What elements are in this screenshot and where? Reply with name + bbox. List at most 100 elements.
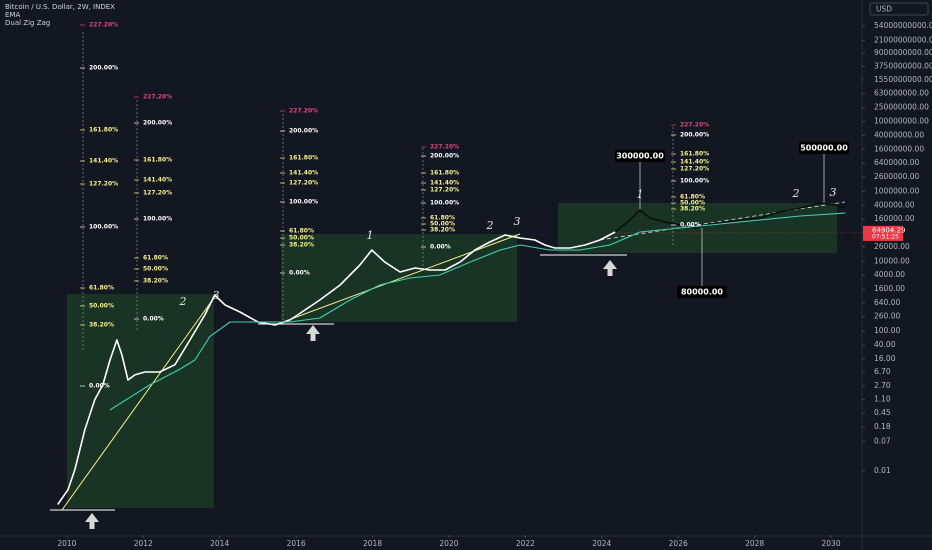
- plot: [57, 202, 846, 505]
- y-tick-label: 640.00: [874, 298, 900, 307]
- fib-label: 50.00%: [289, 235, 314, 242]
- y-tick-label: 16000000.00: [874, 144, 924, 153]
- fib-label: 141.40%: [289, 170, 318, 177]
- callout-box: [799, 142, 849, 154]
- y-tick-label: 16.00: [874, 354, 896, 363]
- callout-box: [615, 150, 665, 162]
- legend-title: Bitcoin / U.S. Dollar, 2W, INDEX: [5, 3, 115, 11]
- y-tick-label: 400000.00: [874, 200, 915, 209]
- y-tick-label: 2.70: [874, 381, 891, 390]
- series-line: [614, 202, 846, 233]
- series-line: [109, 212, 846, 411]
- fib-label: 227.20%: [680, 122, 709, 129]
- fib-label: 38.20%: [430, 227, 455, 234]
- y-tick-label: 3750000000.00: [874, 62, 932, 71]
- x-tick-label: 2020: [439, 539, 458, 548]
- fib-label: 50.00%: [89, 303, 114, 310]
- fib-label: 61.80%: [89, 285, 114, 292]
- fib-label: 0.00%: [680, 222, 701, 229]
- x-tick-label: 2026: [669, 539, 688, 548]
- callout-label: 80000.00: [681, 288, 723, 297]
- fib-label: 38.20%: [680, 206, 705, 213]
- fib-label: 141.40%: [143, 177, 172, 184]
- fib-label: 227.20%: [89, 22, 118, 29]
- trendline: [61, 294, 217, 511]
- fib-label: 100.00%: [289, 199, 318, 206]
- fib-label: 100.00%: [89, 224, 118, 231]
- y-tick-label: 2600000.00: [874, 172, 920, 181]
- y-tick-label: 9000000000.00: [874, 48, 932, 57]
- fib-label: 141.40%: [680, 159, 709, 166]
- y-tick-label: 6400000.00: [874, 158, 920, 167]
- y-tick-label: 100.00: [874, 326, 900, 335]
- fib-label: 200.00%: [143, 120, 172, 127]
- fib-label: 141.40%: [89, 158, 118, 165]
- up-arrow: [306, 325, 320, 341]
- fib-label: 61.80%: [143, 255, 168, 262]
- fib-label: 200.00%: [289, 128, 318, 135]
- fib-label: 200.00%: [89, 65, 118, 72]
- y-tick-label: 40000000.00: [874, 130, 924, 139]
- wave-label: 1: [637, 188, 644, 201]
- fib-label: 161.80%: [289, 155, 318, 162]
- x-tick-label: 2030: [822, 539, 841, 548]
- y-tick-label: 1000000.00: [874, 186, 920, 195]
- countdown: 07:51:25: [872, 233, 899, 240]
- up-arrow: [603, 260, 617, 276]
- y-tick-label: 630000000.00: [874, 89, 929, 98]
- y-tick-label: 6.70: [874, 367, 891, 376]
- fib-label: 200.00%: [430, 153, 459, 160]
- y-tick-label: 1550000000.00: [874, 75, 932, 84]
- fib-label: 61.80%: [680, 194, 705, 201]
- wave-label: 2: [179, 295, 187, 308]
- currency-box[interactable]: [869, 2, 929, 16]
- fib-label: 50.00%: [430, 221, 455, 228]
- y-tick-label: 40.00: [874, 340, 896, 349]
- fib-label: 0.00%: [430, 244, 451, 251]
- fib-label: 100.00%: [143, 216, 172, 223]
- y-tick-label: 160000.00: [874, 214, 915, 223]
- y-tick-label: 100000000.00: [874, 117, 929, 126]
- fib-label: 127.20%: [143, 190, 172, 197]
- fib-label: 200.00%: [680, 132, 709, 139]
- last-price-box: [863, 225, 903, 241]
- fib-label: 38.20%: [289, 242, 314, 249]
- wave-label: 2: [792, 187, 800, 200]
- wave-label: 3: [514, 215, 521, 228]
- wave-label: 3: [213, 289, 220, 302]
- y-tick-label: 0.01: [874, 466, 891, 475]
- x-tick-label: 2010: [57, 539, 76, 548]
- fib-label: 161.80%: [430, 170, 459, 177]
- fib-label: 127.20%: [430, 187, 459, 194]
- fib-label: 0.00%: [289, 270, 310, 277]
- x-tick-label: 2028: [745, 539, 764, 548]
- wave-label: 3: [830, 186, 837, 199]
- x-tick-label: 2016: [287, 539, 306, 548]
- wave-label: 1: [367, 229, 374, 242]
- y-tick-label: 0.07: [874, 436, 891, 445]
- last-price-label: 64904.29: [872, 226, 905, 234]
- fib-label: 141.40%: [430, 180, 459, 187]
- fib-label: 127.20%: [680, 166, 709, 173]
- y-tick-label: 21000000000.00: [874, 35, 932, 44]
- y-tick-label: 26000.00: [874, 242, 910, 251]
- currency: USD: [876, 5, 892, 14]
- x-tick-label: 2014: [210, 539, 229, 548]
- fib-label: 0.00%: [143, 316, 164, 323]
- projection-dashed: [599, 201, 846, 241]
- fib-label: 50.00%: [680, 200, 705, 207]
- fib-label: 227.20%: [430, 144, 459, 151]
- wave-label: 2: [486, 219, 494, 232]
- trendline: [282, 233, 521, 323]
- y-tick-label: 260.00: [874, 312, 900, 321]
- fib-label: 227.20%: [143, 94, 172, 101]
- y-tick-label: 0.18: [874, 422, 891, 431]
- fib-label: 100.00%: [430, 200, 459, 207]
- fib-label: 0.00%: [89, 383, 110, 390]
- y-tick-label: 4000.00: [874, 270, 905, 279]
- fib-label: 227.20%: [289, 108, 318, 115]
- fib-label: 127.20%: [289, 180, 318, 187]
- x-tick-label: 2012: [134, 539, 153, 548]
- fib-label: 38.20%: [143, 278, 168, 285]
